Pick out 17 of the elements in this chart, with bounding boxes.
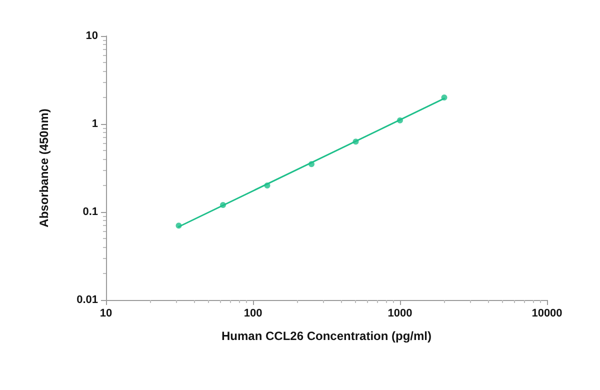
- y-tick-label: 0.01: [76, 294, 98, 306]
- point: [220, 202, 226, 208]
- point: [308, 161, 314, 168]
- x-axis-title: Human CCL26 Concentration (pg/ml): [221, 329, 432, 343]
- x-tick-label: 100: [244, 308, 262, 320]
- y-tick-label: 0.1: [82, 206, 98, 218]
- y-tick-label: 1: [92, 118, 98, 130]
- y-tick-label: 10: [86, 30, 98, 42]
- y-axis-title: Absorbance (450nm): [37, 108, 51, 228]
- point: [397, 117, 403, 124]
- x-tick-label: 1000: [388, 308, 412, 320]
- point: [441, 94, 448, 101]
- point: [264, 182, 270, 189]
- point: [176, 222, 182, 229]
- x-tick-label: 10: [100, 308, 112, 320]
- point: [352, 138, 359, 145]
- x-tick-label: 10000: [532, 308, 562, 320]
